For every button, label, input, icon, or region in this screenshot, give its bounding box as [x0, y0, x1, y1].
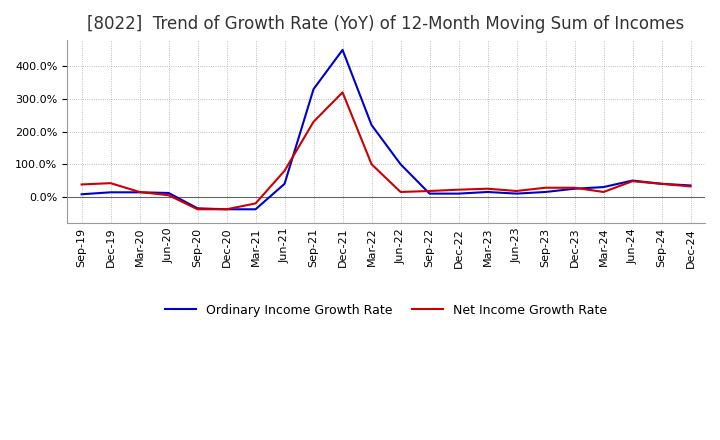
Net Income Growth Rate — [338, 90, 347, 95]
Net Income Growth Rate — [251, 201, 260, 206]
Ordinary Income Growth Rate — [280, 181, 289, 187]
Net Income Growth Rate — [541, 185, 550, 191]
Net Income Growth Rate — [222, 207, 231, 212]
Line: Ordinary Income Growth Rate: Ordinary Income Growth Rate — [81, 50, 690, 209]
Ordinary Income Growth Rate — [107, 190, 115, 195]
Net Income Growth Rate — [599, 189, 608, 194]
Ordinary Income Growth Rate — [367, 122, 376, 128]
Net Income Growth Rate — [164, 193, 173, 198]
Ordinary Income Growth Rate — [541, 189, 550, 194]
Ordinary Income Growth Rate — [426, 191, 434, 196]
Net Income Growth Rate — [512, 188, 521, 194]
Net Income Growth Rate — [193, 207, 202, 212]
Ordinary Income Growth Rate — [454, 191, 463, 196]
Net Income Growth Rate — [426, 188, 434, 194]
Legend: Ordinary Income Growth Rate, Net Income Growth Rate: Ordinary Income Growth Rate, Net Income … — [160, 299, 612, 322]
Ordinary Income Growth Rate — [396, 161, 405, 167]
Ordinary Income Growth Rate — [135, 190, 144, 195]
Net Income Growth Rate — [396, 189, 405, 194]
Net Income Growth Rate — [280, 168, 289, 173]
Ordinary Income Growth Rate — [77, 192, 86, 197]
Ordinary Income Growth Rate — [338, 47, 347, 52]
Net Income Growth Rate — [367, 161, 376, 167]
Ordinary Income Growth Rate — [483, 189, 492, 194]
Ordinary Income Growth Rate — [657, 181, 666, 187]
Ordinary Income Growth Rate — [193, 205, 202, 211]
Ordinary Income Growth Rate — [628, 178, 636, 183]
Ordinary Income Growth Rate — [222, 207, 231, 212]
Title: [8022]  Trend of Growth Rate (YoY) of 12-Month Moving Sum of Incomes: [8022] Trend of Growth Rate (YoY) of 12-… — [87, 15, 685, 33]
Net Income Growth Rate — [686, 184, 695, 189]
Net Income Growth Rate — [483, 186, 492, 191]
Net Income Growth Rate — [570, 185, 579, 191]
Net Income Growth Rate — [77, 182, 86, 187]
Net Income Growth Rate — [454, 187, 463, 192]
Ordinary Income Growth Rate — [164, 191, 173, 196]
Net Income Growth Rate — [135, 189, 144, 194]
Net Income Growth Rate — [657, 181, 666, 187]
Ordinary Income Growth Rate — [599, 184, 608, 190]
Ordinary Income Growth Rate — [251, 207, 260, 212]
Ordinary Income Growth Rate — [309, 87, 318, 92]
Ordinary Income Growth Rate — [686, 183, 695, 188]
Line: Net Income Growth Rate: Net Income Growth Rate — [81, 92, 690, 209]
Ordinary Income Growth Rate — [570, 186, 579, 191]
Net Income Growth Rate — [309, 119, 318, 125]
Net Income Growth Rate — [628, 179, 636, 184]
Net Income Growth Rate — [107, 180, 115, 186]
Ordinary Income Growth Rate — [512, 191, 521, 196]
